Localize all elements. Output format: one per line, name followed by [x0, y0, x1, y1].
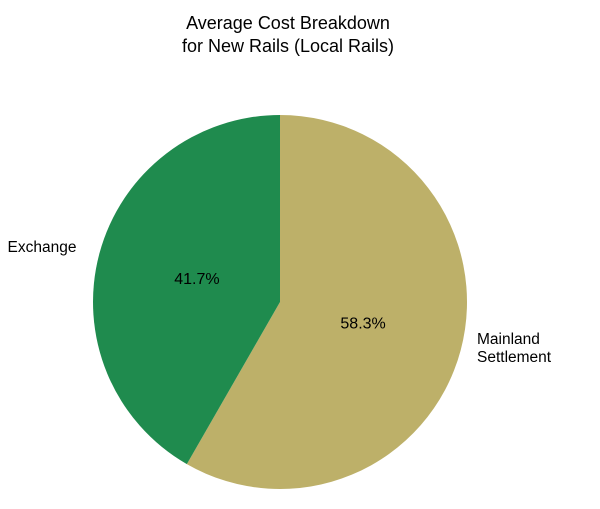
chart-title: Average Cost Breakdown for New Rails (Lo… — [181, 13, 395, 56]
slice-label-mainland-settlement: Mainland Settlement — [477, 331, 552, 367]
pie-slice-0 — [186, 115, 468, 489]
pie-slice-1 — [93, 115, 280, 465]
slice-label-exchange: Exchange — [7, 239, 77, 256]
slice-value-label-1: 41.7% — [174, 271, 219, 288]
slice-value-label-0: 58.3% — [340, 315, 385, 332]
